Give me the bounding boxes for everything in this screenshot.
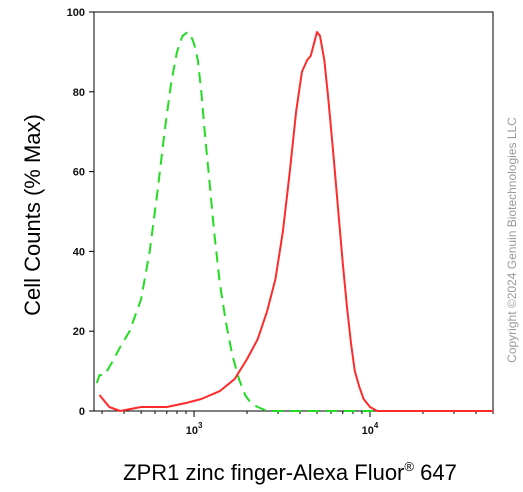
plot-frame bbox=[93, 11, 494, 412]
y-tick-label: 80 bbox=[73, 87, 85, 99]
y-tick-label: 20 bbox=[73, 326, 85, 338]
copyright-watermark: Copyright ©2024 Genuin Biotechnologies L… bbox=[505, 117, 519, 363]
x-axis-title-tail: 647 bbox=[414, 460, 457, 485]
series-line-dashed bbox=[95, 31, 493, 412]
x-axis-title: ZPR1 zinc finger-Alexa Fluor® 647 bbox=[123, 459, 457, 485]
x-tick-label: 103 bbox=[186, 421, 203, 437]
y-tick-label: 40 bbox=[73, 246, 85, 258]
x-tick-exponent: 3 bbox=[198, 421, 203, 430]
y-axis-title: Cell Counts (% Max) bbox=[20, 114, 45, 316]
y-axis-ticks: 0 20 40 60 80 100 bbox=[67, 7, 94, 418]
x-axis-ticks: 103104105 bbox=[101, 411, 494, 437]
x-tick-base: 10 bbox=[186, 425, 198, 437]
x-axis-title-registered: ® bbox=[404, 459, 414, 474]
y-tick-label: 60 bbox=[73, 167, 85, 179]
x-tick-exponent: 4 bbox=[374, 421, 379, 430]
x-tick-base: 10 bbox=[362, 425, 374, 437]
y-tick-label: 0 bbox=[79, 406, 85, 418]
series-line-solid bbox=[98, 31, 493, 412]
x-tick-label: 104 bbox=[362, 421, 379, 437]
histogram-series bbox=[95, 31, 493, 412]
y-tick-label: 100 bbox=[67, 7, 85, 19]
x-axis-title-main: ZPR1 zinc finger-Alexa Fluor bbox=[123, 460, 404, 485]
